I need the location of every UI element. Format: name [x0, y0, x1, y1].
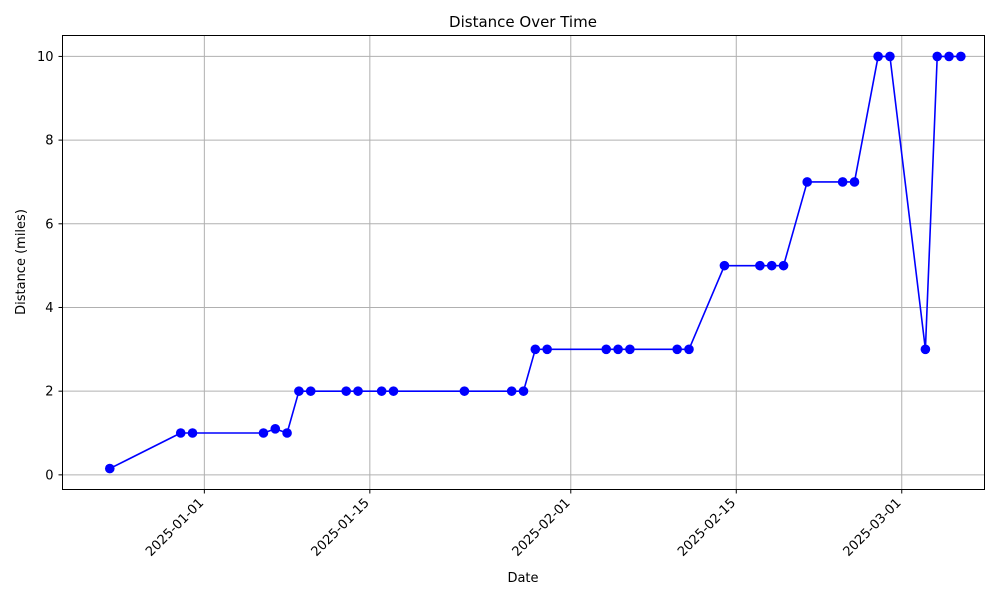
- data-point: [755, 260, 765, 271]
- y-tick-label: 8: [45, 134, 53, 149]
- data-point: [294, 386, 304, 396]
- data-point: [542, 344, 552, 355]
- y-tick-label: 6: [45, 217, 53, 232]
- data-point: [518, 386, 529, 396]
- data-point: [530, 344, 541, 355]
- data-point: [601, 344, 612, 355]
- y-axis-label: Distance (miles): [14, 209, 29, 315]
- data-point: [932, 51, 943, 62]
- data-point: [956, 51, 966, 62]
- grid-layer: [62, 35, 985, 490]
- data-point: [270, 424, 281, 434]
- y-tick-label: 0: [45, 468, 53, 483]
- data-point: [459, 386, 470, 396]
- data-point: [341, 386, 351, 396]
- data-point: [625, 344, 635, 355]
- data-point: [944, 51, 954, 62]
- data-point: [873, 51, 883, 62]
- data-point: [672, 344, 682, 355]
- y-tick-label: 10: [37, 50, 54, 65]
- plot-frame: [62, 35, 985, 490]
- chart-title: Distance Over Time: [449, 13, 597, 31]
- data-point: [187, 428, 198, 438]
- data-point: [104, 463, 115, 474]
- data-point: [282, 428, 292, 438]
- data-point: [920, 344, 931, 355]
- y-tick-label: 2: [45, 385, 53, 400]
- x-axis-label: Date: [507, 571, 538, 586]
- data-point: [684, 344, 694, 355]
- data-point: [258, 428, 269, 438]
- data-point: [885, 51, 895, 62]
- data-point: [175, 428, 186, 438]
- series-layer: [104, 51, 966, 474]
- data-point: [376, 386, 387, 396]
- data-point: [802, 177, 812, 187]
- data-point: [766, 260, 777, 271]
- data-point: [305, 386, 316, 396]
- data-point: [353, 386, 363, 396]
- y-tick-label: 4: [45, 301, 53, 316]
- data-point: [506, 386, 517, 396]
- data-point: [613, 344, 623, 355]
- data-point: [849, 177, 860, 187]
- data-point: [778, 260, 789, 271]
- data-point: [719, 260, 730, 271]
- data-point: [837, 177, 848, 187]
- data-point: [388, 386, 399, 396]
